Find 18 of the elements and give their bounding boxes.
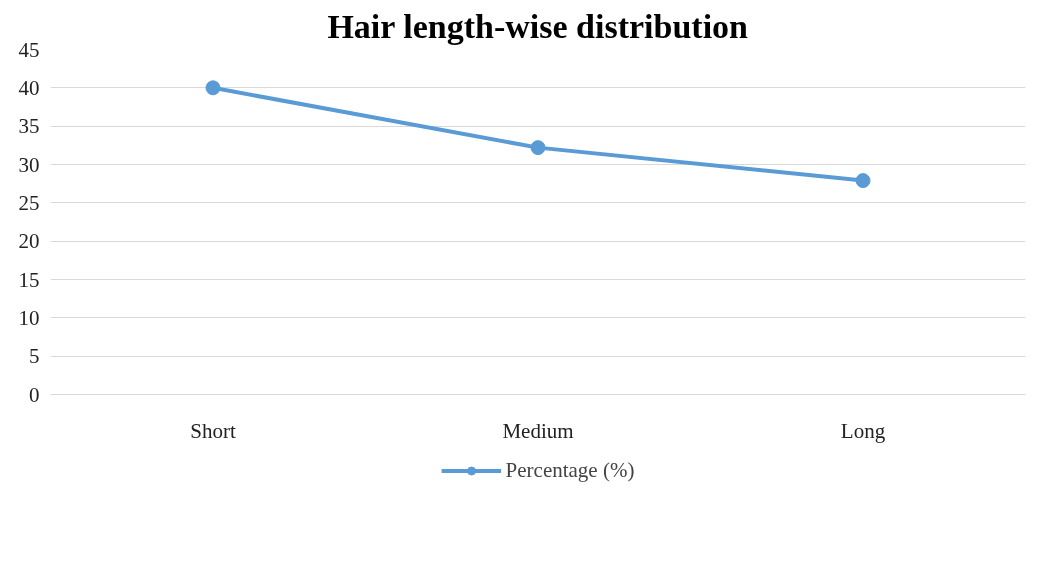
- x-tick-label: Long: [840, 418, 886, 443]
- x-tick-label: Medium: [502, 418, 574, 443]
- y-tick-label: 0: [29, 382, 40, 407]
- point: [205, 80, 221, 96]
- y-tick-label: 5: [29, 344, 40, 369]
- chart-title: Hair length-wise distribution: [327, 7, 749, 45]
- y-tick-label: 35: [18, 114, 40, 139]
- y-tick-label: 10: [18, 305, 40, 330]
- y-tick-label: 15: [18, 267, 40, 292]
- y-tick-label: 20: [18, 229, 40, 254]
- x-tick-label: Short: [190, 418, 236, 443]
- y-tick-label: 30: [18, 152, 40, 177]
- legend-label: Percentage (%): [505, 457, 635, 483]
- point: [530, 140, 546, 156]
- y-tick-label: 45: [18, 37, 40, 62]
- point: [855, 173, 871, 189]
- y-tick-label: 40: [18, 75, 40, 100]
- y-tick-label: 25: [18, 190, 40, 215]
